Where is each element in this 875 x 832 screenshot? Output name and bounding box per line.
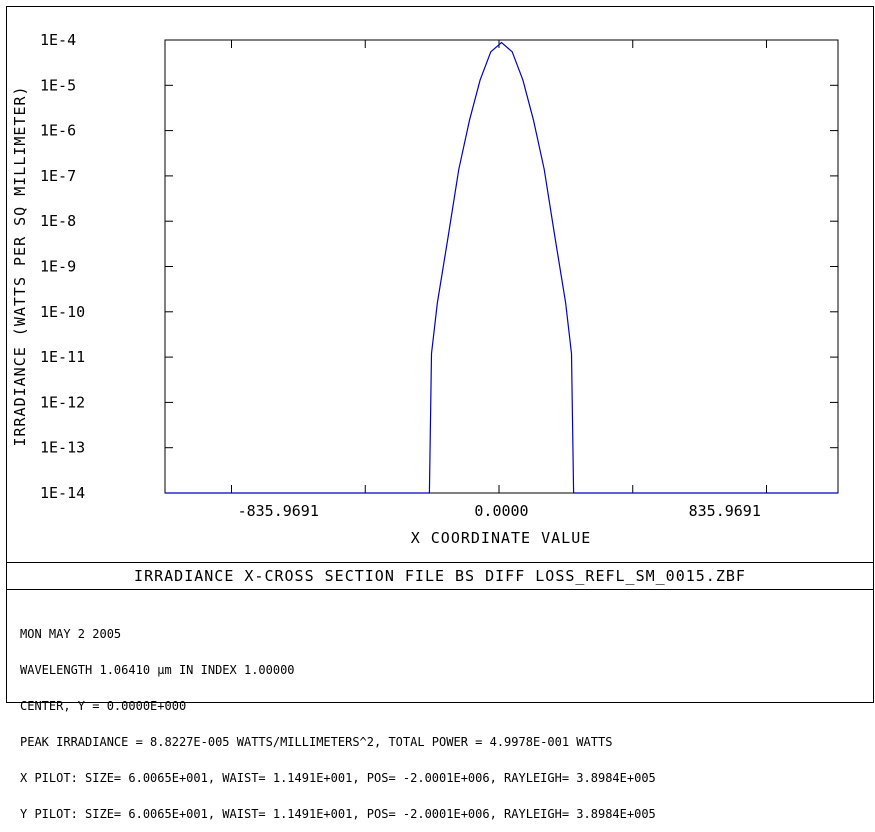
y-tick-labels: 1E-4 1E-5 1E-6 1E-7 1E-8 1E-9 1E-10 1E-11 1E-12 1… (40, 31, 85, 502)
y-tick-label: 1E-10 (40, 303, 85, 321)
info-center: CENTER, Y = 0.0000E+000 (20, 699, 187, 713)
info-peak-irradiance: PEAK IRRADIANCE = 8.8227E-005 WATTS/MILL… (20, 735, 613, 749)
irradiance-chart: 1E-4 1E-5 1E-6 1E-7 1E-8 1E-9 1E-10 1E-11 1E-12 1… (11, 31, 839, 547)
y-tick-label: 1E-9 (40, 258, 76, 276)
plot-box (164, 39, 839, 494)
y-axis-title: IRRADIANCE (WATTS PER SQ MILLIMETER) (11, 85, 29, 446)
y-tick-label: 1E-7 (40, 167, 76, 185)
y-tick-label: 1E-12 (40, 393, 85, 411)
info-block: MON MAY 2 2005 WAVELENGTH 1.06410 µm IN … (20, 604, 656, 832)
y-tick-label: 1E-6 (40, 122, 76, 140)
y-tick-label: 1E-13 (40, 439, 85, 457)
plot-area: 1E-4 1E-5 1E-6 1E-7 1E-8 1E-9 1E-10 1E-11 1E-12 1… (40, 31, 839, 520)
irradiance-series-line (165, 41, 838, 494)
info-wavelength: WAVELENGTH 1.06410 µm IN INDEX 1.00000 (20, 663, 295, 677)
y-tick-label: 1E-11 (40, 348, 85, 366)
x-tick-label: -835.9691 (238, 502, 319, 520)
info-x-pilot: X PILOT: SIZE= 6.0065E+001, WAIST= 1.149… (20, 771, 656, 785)
info-date: MON MAY 2 2005 (20, 627, 122, 641)
chart-title: IRRADIANCE X-CROSS SECTION FILE BS DIFF … (6, 562, 874, 590)
x-axis-title: X COORDINATE VALUE (411, 529, 592, 547)
y-tick-label: 1E-5 (40, 76, 76, 94)
x-tick-label: 835.9691 (689, 502, 761, 520)
y-tick-label: 1E-14 (40, 484, 85, 502)
x-minor-ticks (231, 40, 767, 493)
x-tick-labels: -835.9691 0.0000 835.9691 (238, 502, 761, 520)
y-ticks (165, 39, 838, 494)
x-tick-label: 0.0000 (474, 502, 528, 520)
info-y-pilot: Y PILOT: SIZE= 6.0065E+001, WAIST= 1.149… (20, 807, 656, 821)
y-tick-label: 1E-8 (40, 212, 76, 230)
y-tick-label: 1E-4 (40, 31, 76, 49)
